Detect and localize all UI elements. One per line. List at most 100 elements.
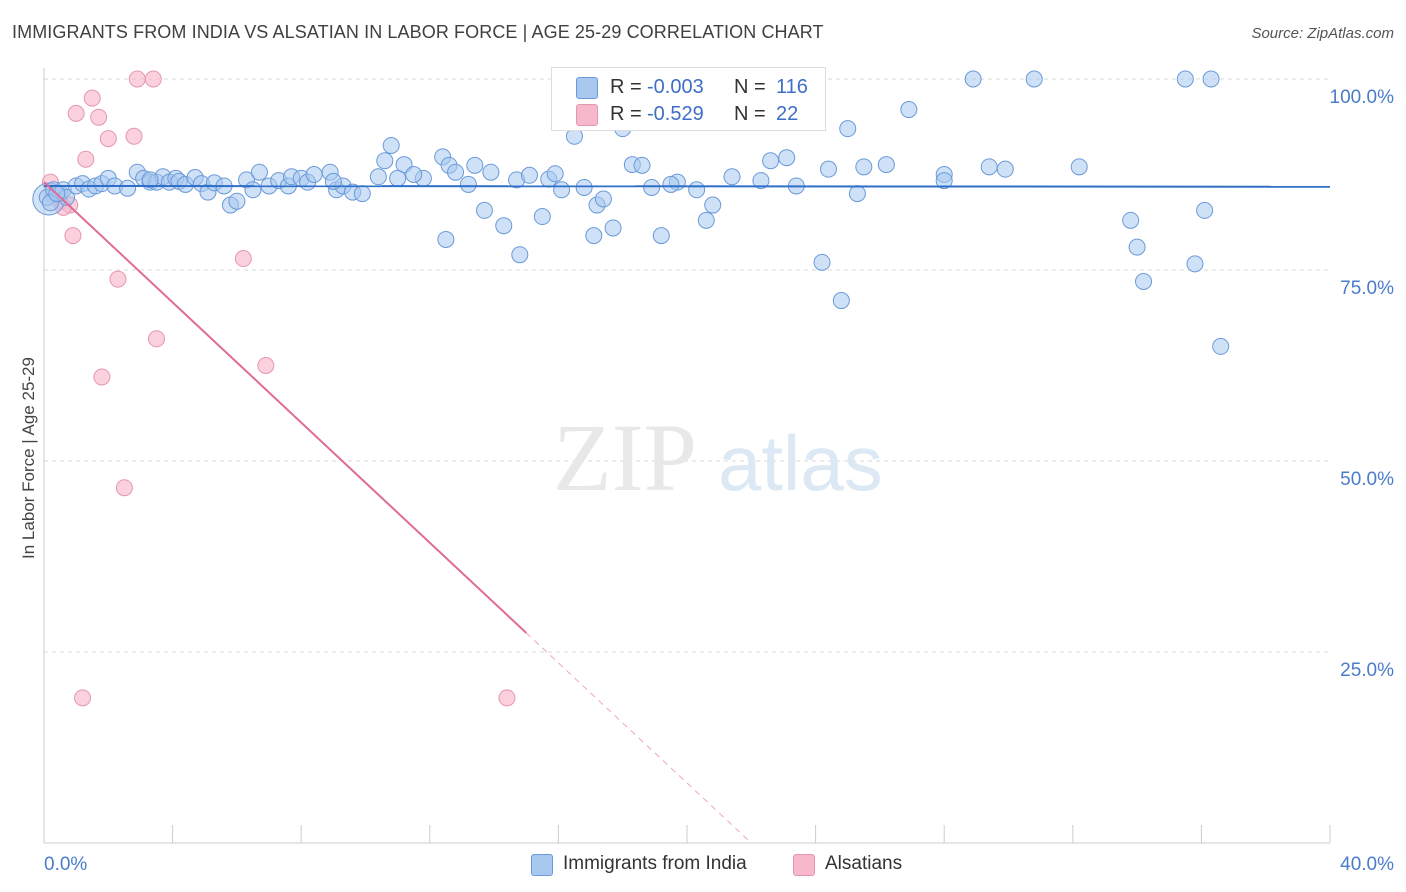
n-label: N = — [734, 103, 766, 125]
watermark-zip: ZIP — [553, 404, 697, 511]
india-point — [633, 156, 651, 174]
india-point — [376, 152, 394, 170]
stats-row-india: R = -0.003 N = 116 — [552, 74, 825, 102]
india-point — [437, 230, 455, 248]
india-point — [369, 168, 387, 186]
india-point — [778, 149, 796, 167]
india-point — [604, 219, 622, 237]
alsatians-trend-extension — [525, 632, 752, 844]
x-tick-label: 0.0% — [44, 854, 87, 875]
y-tick-label: 50.0% — [1340, 469, 1394, 490]
legend-swatch-alsatians — [793, 854, 815, 876]
watermark-atlas: atlas — [718, 419, 883, 507]
india-point — [482, 163, 500, 181]
legend-label-india: Immigrants from India — [563, 853, 747, 874]
india-point — [585, 227, 603, 245]
y-axis-label: In Labor Force | Age 25-29 — [19, 357, 38, 559]
india-point — [459, 175, 477, 193]
alsatians-point — [74, 689, 92, 707]
india-point — [652, 227, 670, 245]
india-point — [832, 292, 850, 310]
alsatians-point — [234, 250, 252, 268]
india-point — [389, 169, 407, 187]
india-trend-line — [43, 184, 1331, 188]
india-point — [533, 208, 551, 226]
r-label: R = — [610, 103, 642, 125]
india-point — [520, 166, 538, 184]
india-point — [996, 160, 1014, 178]
india-point — [762, 152, 780, 170]
alsatians-point — [67, 104, 85, 122]
india-point — [1070, 158, 1088, 176]
n-value: 22 — [776, 103, 799, 125]
india-point — [141, 171, 159, 189]
source-label: Source: ZipAtlas.com — [1251, 25, 1394, 42]
india-point — [228, 192, 246, 210]
india-point — [900, 101, 918, 119]
stats-row-alsatians: R = -0.529 N = 22 — [552, 101, 825, 129]
india-point — [688, 181, 706, 199]
india-point — [1202, 70, 1220, 88]
india-point — [553, 181, 571, 199]
india-point — [643, 178, 661, 196]
alsatians-point — [144, 70, 162, 88]
india-swatch — [576, 77, 598, 99]
india-point — [594, 190, 612, 208]
india-point — [495, 217, 513, 235]
zipatlas-watermark: ZIP atlas — [553, 404, 883, 511]
india-point — [244, 181, 262, 199]
india-point — [546, 165, 564, 183]
alsatians-point — [115, 479, 133, 497]
y-tick-label: 25.0% — [1340, 660, 1394, 681]
india-point — [1186, 255, 1204, 273]
india-point — [855, 158, 873, 176]
india-point — [466, 156, 484, 174]
india-point — [511, 246, 529, 264]
india-point — [662, 175, 680, 193]
alsatians-point — [148, 330, 166, 348]
india-point — [1135, 272, 1153, 290]
india-point — [1122, 211, 1140, 229]
india-point — [1025, 70, 1043, 88]
india-point — [119, 179, 137, 197]
india-point — [405, 166, 423, 183]
x-tick-label: 40.0% — [1340, 854, 1394, 875]
india-point — [1128, 238, 1146, 256]
india-point — [447, 163, 465, 181]
india-point — [752, 172, 770, 190]
india-point — [697, 211, 715, 229]
n-value: 116 — [776, 76, 808, 98]
alsatians-point — [99, 130, 117, 148]
india-point — [1212, 337, 1230, 355]
india-point — [935, 172, 953, 190]
alsatians-point — [93, 368, 111, 386]
india-point — [819, 160, 837, 178]
alsatians-point — [90, 108, 108, 126]
alsatians-point — [77, 150, 95, 168]
india-point — [575, 178, 593, 196]
india-point — [848, 185, 866, 203]
alsatians-point — [498, 689, 516, 707]
y-tick-label: 75.0% — [1340, 278, 1394, 299]
alsatians-trend-line — [43, 181, 527, 634]
legend-label-alsatians: Alsatians — [825, 853, 903, 874]
india-point — [1176, 70, 1194, 88]
alsatians-point — [257, 357, 275, 374]
india-point — [813, 253, 831, 271]
alsatians-point — [125, 127, 143, 145]
india-point — [704, 196, 722, 214]
y-tick-label: 100.0% — [1330, 87, 1395, 108]
alsatians-point — [64, 227, 82, 245]
india-point — [1196, 201, 1214, 219]
india-point — [839, 120, 857, 138]
alsatians-swatch — [576, 104, 598, 126]
india-point — [980, 158, 998, 176]
india-point — [353, 185, 371, 203]
alsatians-point — [109, 270, 127, 288]
india-point — [382, 136, 400, 154]
trend-lines — [43, 181, 1331, 844]
india-point — [964, 70, 982, 88]
r-value: -0.003 — [647, 76, 704, 98]
grid-lines — [44, 78, 1330, 653]
